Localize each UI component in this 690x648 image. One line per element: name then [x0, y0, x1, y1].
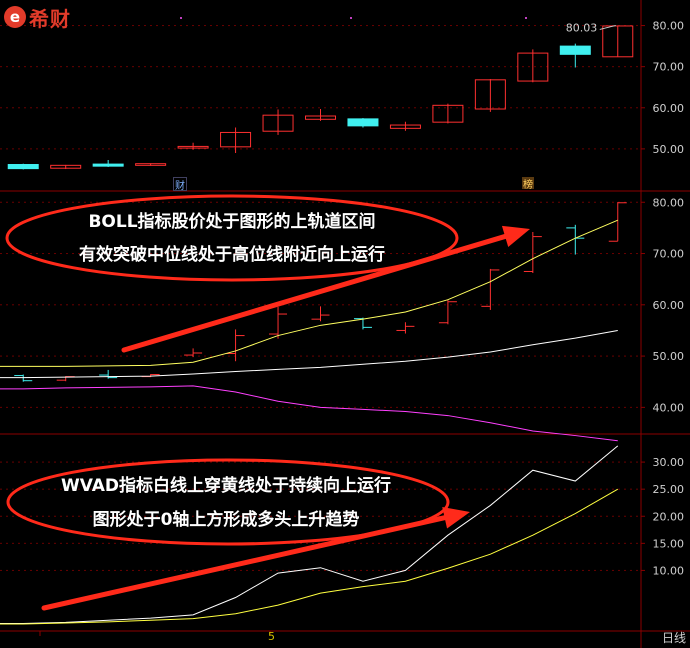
y-tick-label: 70.00	[653, 61, 685, 74]
boll-mid-line	[0, 329, 618, 379]
news-marker-cai[interactable]: 财	[173, 177, 187, 192]
y-tick-label: 30.00	[653, 456, 685, 469]
wvad-callout-line2: 图形处于0轴上方形成多头上升趋势	[93, 509, 360, 530]
event-dot	[180, 17, 182, 19]
candle-body	[262, 114, 294, 132]
y-tick-label: 80.00	[653, 20, 685, 33]
candle-body	[432, 104, 464, 123]
boll-upper-line	[0, 219, 618, 367]
y-tick-label: 10.00	[653, 564, 685, 577]
high-price-label: 80.03	[566, 21, 598, 34]
y-tick-label: 60.00	[653, 299, 685, 312]
event-dot	[350, 17, 352, 19]
wvad-callout-line1: WVAD指标白线上穿黄线处于持续向上运行	[61, 475, 391, 496]
event-dot	[525, 17, 527, 19]
period-label[interactable]: 日线	[661, 631, 686, 645]
logo-mark-icon: e	[4, 6, 26, 28]
boll-lower-line	[0, 385, 618, 442]
boll-callout-line1: BOLL指标股价处于图形的上轨道区间	[88, 211, 375, 232]
y-tick-label: 70.00	[653, 248, 685, 261]
xicai-logo: e 希财	[4, 4, 71, 31]
candle-body	[389, 124, 421, 129]
y-tick-label: 50.00	[653, 350, 685, 363]
price-panel[interactable]: 50.00 60.00 70.00 80.00 80.03	[0, 17, 685, 170]
wvad-trend-arrow-head	[442, 506, 470, 529]
candle-body	[305, 115, 336, 120]
date-tick-label: 5	[268, 630, 275, 643]
boll-trend-arrow	[121, 233, 508, 353]
news-marker-bang[interactable]: 榜	[522, 177, 534, 191]
wvad-callout-ellipse	[6, 458, 450, 546]
candle-body	[92, 163, 124, 167]
wvad-yellow-line	[0, 488, 619, 625]
boll-trend-arrow-head	[501, 225, 530, 247]
candle-body	[7, 164, 39, 170]
y-tick-label: 25.00	[653, 483, 685, 496]
y-tick-label: 60.00	[653, 102, 685, 115]
y-tick-label: 15.00	[653, 537, 685, 550]
candle-body	[559, 45, 591, 55]
candle-body	[50, 164, 82, 169]
candle-body	[347, 118, 379, 127]
wvad-white-line	[0, 445, 619, 624]
high-price-pointer	[599, 24, 616, 30]
y-tick-label: 40.00	[653, 401, 685, 414]
candle-body	[517, 52, 549, 82]
candle-body	[177, 145, 209, 149]
candle-body	[220, 131, 252, 148]
wvad-trend-arrow	[41, 515, 448, 611]
boll-callout-line2: 有效突破中位线处于高位线附近向上运行	[79, 244, 385, 265]
boll-panel[interactable]: 40.00 50.00 60.00 70.00 80.00	[0, 196, 685, 442]
logo-text: 希财	[29, 6, 71, 31]
y-tick-label: 80.00	[653, 196, 685, 209]
y-tick-label: 20.00	[653, 510, 685, 523]
candle-body	[135, 163, 167, 166]
y-tick-label: 50.00	[653, 143, 685, 156]
candle-body	[602, 25, 634, 58]
candle-body	[474, 79, 506, 110]
boll-callout-ellipse	[5, 194, 459, 282]
